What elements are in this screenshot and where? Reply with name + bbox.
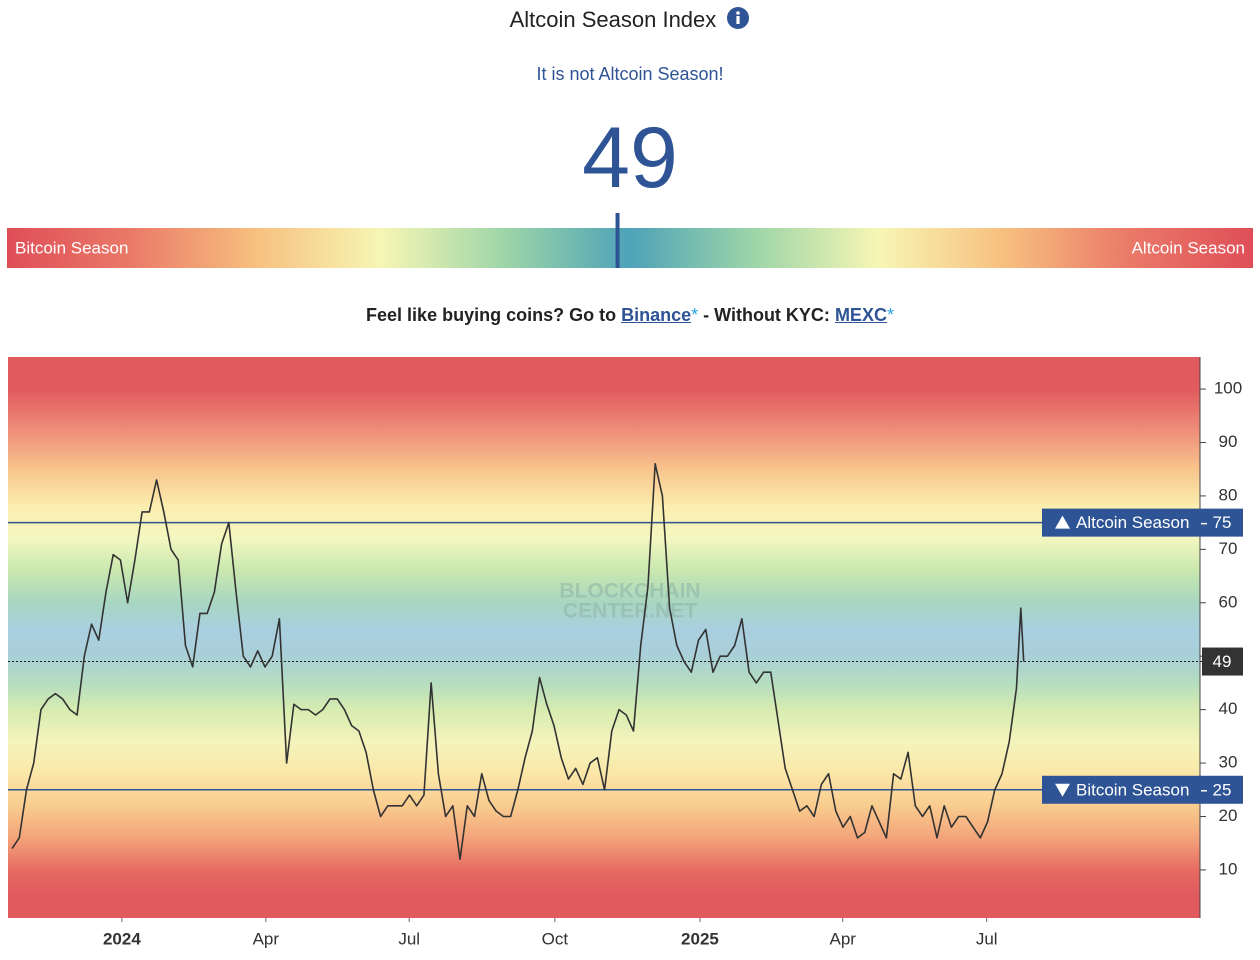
- threshold-arrow: [1055, 515, 1070, 529]
- watermark: BLOCKCHAIN: [559, 580, 700, 603]
- asterisk: *: [691, 305, 699, 325]
- status-text: It is not Altcoin Season!: [536, 64, 724, 84]
- x-tick-label: Oct: [542, 929, 569, 948]
- y-tick-label: 80: [1219, 485, 1238, 504]
- y-tick-label: 20: [1219, 806, 1238, 825]
- y-tick-label: 90: [1219, 432, 1238, 451]
- current-box: [1202, 647, 1243, 676]
- gauge-marker: [615, 213, 620, 268]
- index-value: 49: [582, 110, 678, 206]
- asterisk: *: [886, 305, 894, 325]
- threshold-label: Altcoin Season: [1076, 513, 1189, 532]
- current-label: 49: [1213, 652, 1232, 671]
- info-icon[interactable]: [726, 6, 750, 30]
- threshold-box: [1042, 775, 1243, 804]
- mexc-link[interactable]: MEXC: [834, 305, 887, 325]
- x-tick-label: Apr: [830, 929, 857, 948]
- promo: Feel like buying coins? Go to Binance* -…: [0, 305, 1260, 326]
- binance-link[interactable]: Binance: [621, 305, 692, 325]
- gauge-right-label: Altcoin Season: [1132, 238, 1245, 257]
- title-row: Altcoin Season Index: [0, 6, 1260, 33]
- promo-text: - Without KYC:: [698, 305, 835, 325]
- index-line: [11, 463, 1025, 861]
- x-tick-label: Jul: [976, 929, 998, 948]
- threshold-box: [1042, 508, 1243, 537]
- gauge-bar: [7, 228, 1253, 268]
- promo-text: Feel like buying coins? Go to: [366, 305, 622, 325]
- page-title: Altcoin Season Index: [509, 7, 717, 32]
- threshold-arrow: [1055, 783, 1070, 797]
- y-tick-label: 70: [1219, 539, 1238, 558]
- y-tick-label: 60: [1219, 592, 1238, 611]
- x-tick-label: 2024: [103, 929, 141, 948]
- y-tick-label: 10: [1219, 859, 1238, 878]
- gauge-left-label: Bitcoin Season: [15, 238, 128, 257]
- threshold-value: 75: [1213, 513, 1232, 532]
- threshold-value: 25: [1213, 780, 1232, 799]
- y-tick-label: 100: [1214, 379, 1242, 398]
- x-tick-label: Jul: [398, 929, 420, 948]
- y-tick-label: 50: [1219, 646, 1238, 665]
- x-tick-label: Apr: [253, 929, 280, 948]
- watermark: CENTER.NET: [563, 600, 697, 623]
- y-tick-label: 30: [1219, 753, 1238, 772]
- gauge: Bitcoin Season Altcoin Season: [7, 213, 1253, 268]
- threshold-label: Bitcoin Season: [1076, 780, 1189, 799]
- plot-background: [8, 357, 1200, 918]
- y-tick-label: 40: [1219, 699, 1238, 718]
- x-tick-label: 2025: [681, 929, 719, 948]
